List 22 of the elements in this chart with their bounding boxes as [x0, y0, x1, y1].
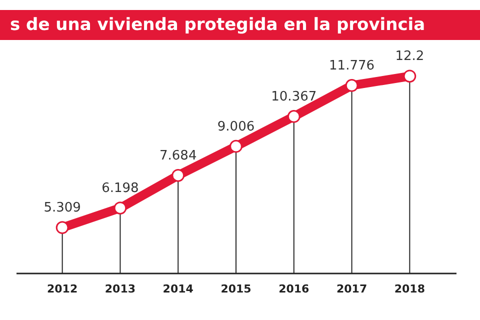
data-label: 6.198 [102, 181, 139, 196]
data-label: 7.684 [159, 148, 197, 164]
point [114, 202, 127, 214]
x-tick-label: 2016 [278, 282, 310, 296]
x-tick-label: 2017 [336, 282, 368, 296]
data-label: 12.2 [395, 49, 424, 64]
point [172, 168, 185, 182]
point [230, 140, 242, 153]
data-label: 9.006 [217, 119, 255, 134]
data-label: 11.776 [329, 58, 375, 74]
point [287, 110, 300, 123]
data-label: 5.309 [44, 200, 81, 216]
x-tick-label: 2015 [220, 282, 252, 296]
x-tick-label: 2018 [394, 282, 425, 296]
chart-title: s de una vivienda protegida en la provincia [0, 10, 480, 40]
data-label: 10.367 [271, 89, 317, 104]
point [345, 79, 358, 92]
point [403, 70, 416, 83]
point [56, 221, 69, 234]
x-tick-label: 2013 [104, 282, 136, 296]
x-tick-label: 2012 [47, 282, 78, 296]
x-tick-label: 2014 [162, 282, 194, 296]
